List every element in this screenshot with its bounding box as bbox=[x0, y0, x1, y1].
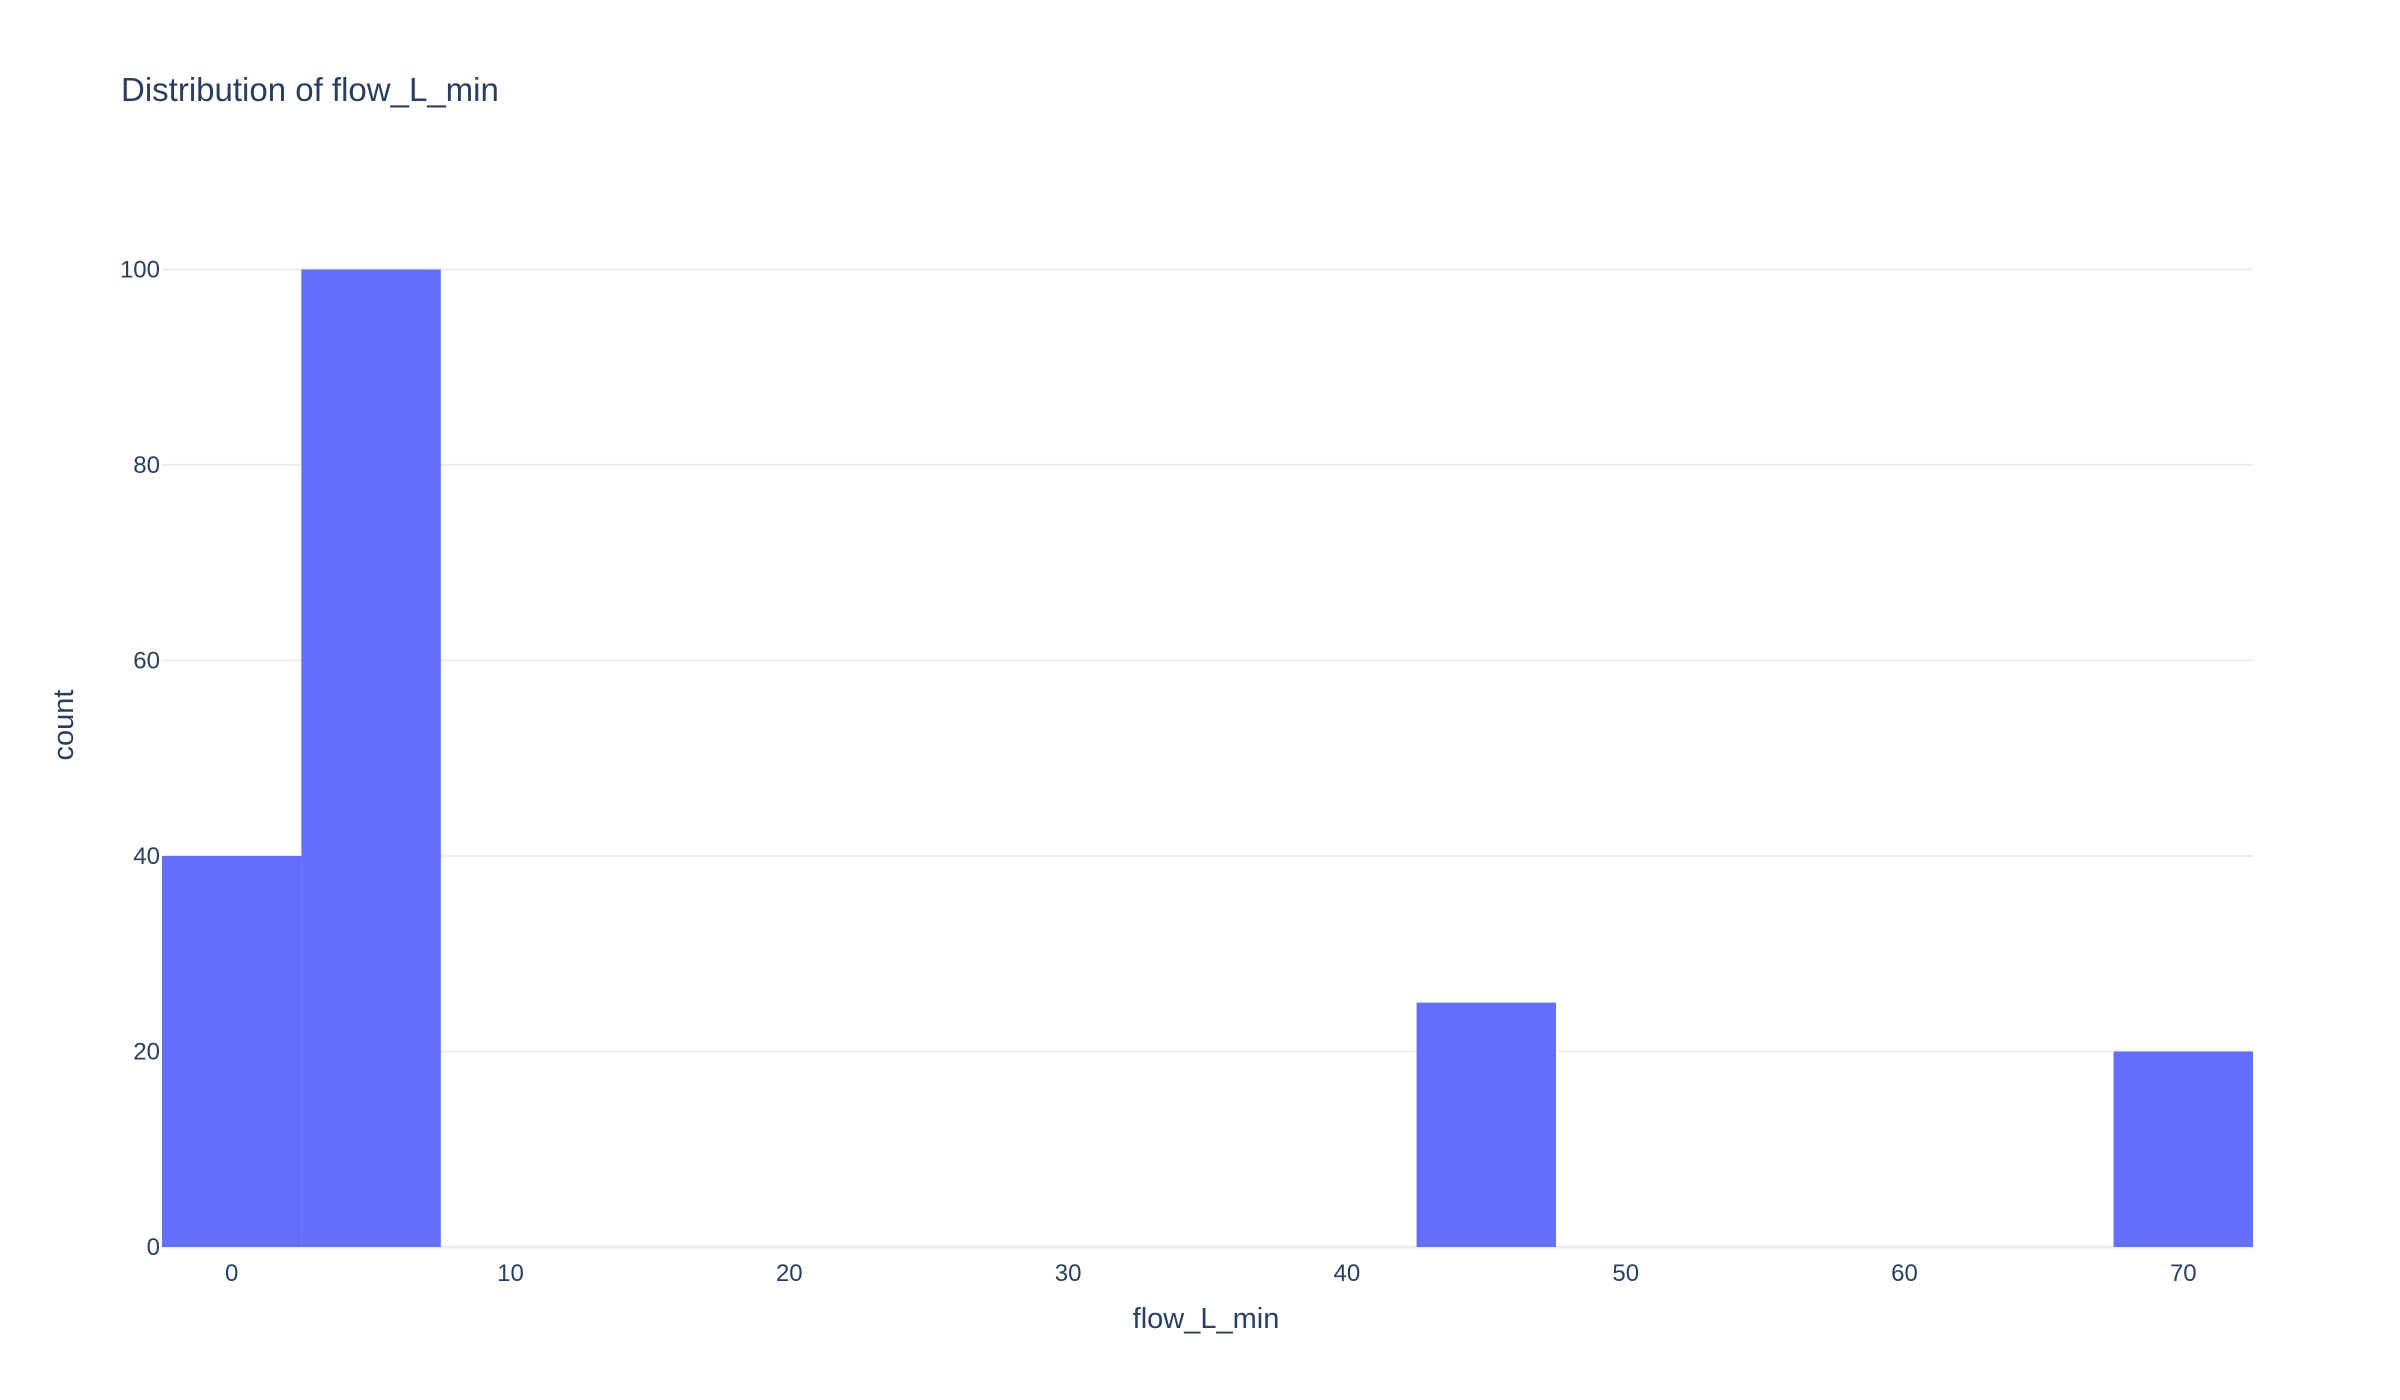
y-tick-label: 0 bbox=[147, 1234, 160, 1261]
x-tick-label: 0 bbox=[225, 1260, 238, 1287]
histogram-bar bbox=[1416, 1002, 1556, 1247]
histogram-bar bbox=[2113, 1051, 2253, 1247]
chart-title: Distribution of flow_L_min bbox=[121, 71, 499, 108]
y-tick-label: 100 bbox=[120, 256, 160, 283]
x-tick-label: 20 bbox=[776, 1260, 803, 1287]
x-tick-label: 70 bbox=[2170, 1260, 2197, 1287]
y-axis-ticks: 0 20 40 60 80 100 bbox=[120, 256, 160, 1261]
y-tick-label: 40 bbox=[133, 843, 160, 870]
bars bbox=[162, 269, 2253, 1248]
x-tick-label: 50 bbox=[1612, 1260, 1639, 1287]
x-axis-title: flow_L_min bbox=[1133, 1303, 1280, 1335]
y-axis-title: count bbox=[48, 690, 80, 761]
histogram-bar bbox=[301, 269, 441, 1248]
x-tick-label: 40 bbox=[1334, 1260, 1361, 1287]
x-tick-label: 60 bbox=[1891, 1260, 1918, 1287]
y-tick-label: 60 bbox=[133, 647, 160, 674]
y-tick-label: 20 bbox=[133, 1038, 160, 1065]
x-tick-label: 10 bbox=[497, 1260, 524, 1287]
x-tick-label: 30 bbox=[1055, 1260, 1082, 1287]
x-axis-ticks: 0 10 20 30 40 50 60 70 bbox=[225, 1260, 2197, 1287]
gridlines bbox=[162, 268, 2253, 1249]
histogram-bar bbox=[162, 855, 302, 1247]
y-tick-label: 80 bbox=[133, 452, 160, 479]
